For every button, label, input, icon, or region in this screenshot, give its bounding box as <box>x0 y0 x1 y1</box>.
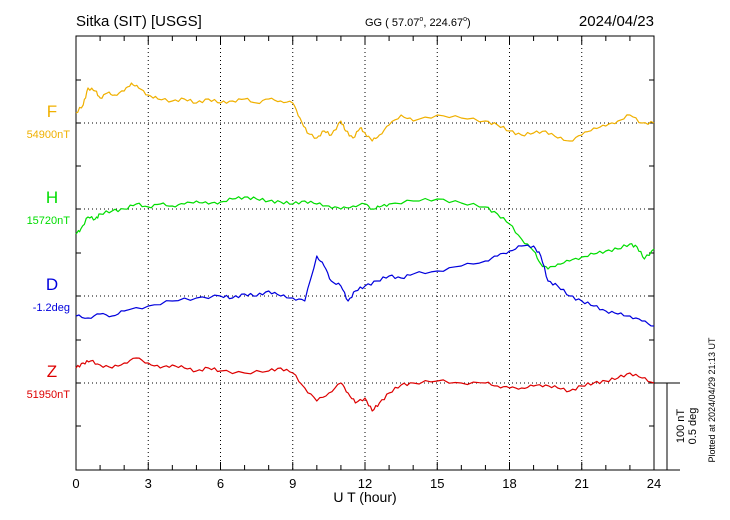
x-tick-label: 15 <box>430 476 444 491</box>
component-labels: F 54900nT H 15720nT D -1.2deg Z 51950nT <box>27 102 71 401</box>
x-tick-label: 3 <box>145 476 152 491</box>
component-name-d: D <box>46 275 58 294</box>
baseline-value-d: -1.2deg <box>33 302 70 314</box>
plot-timestamp: Plotted at 2024/04/29 21:13 UT <box>707 337 717 463</box>
station-coordinates: GG ( 57.07o, 224.67o) <box>365 16 471 29</box>
baseline-value-f: 54900nT <box>27 129 71 141</box>
baseline-value-h: 15720nT <box>27 215 71 227</box>
x-tick-label: 6 <box>217 476 224 491</box>
series-line-z <box>75 357 655 412</box>
x-tick-label: 0 <box>72 476 79 491</box>
component-name-h: H <box>46 188 58 207</box>
x-tick-label: 12 <box>358 476 372 491</box>
series-layer <box>75 82 655 412</box>
station-title: Sitka (SIT) [USGS] <box>76 13 202 30</box>
baseline-grid <box>76 36 654 470</box>
x-tick-label: 24 <box>647 476 661 491</box>
x-tick-label: 21 <box>575 476 589 491</box>
x-axis-label: U T (hour) <box>333 489 396 505</box>
x-tick-labels: 0 3 6 9 12 15 18 21 24 <box>72 476 661 491</box>
x-tick-label: 9 <box>289 476 296 491</box>
series-line-h <box>75 196 655 270</box>
series-line-d <box>75 244 655 327</box>
component-name-f: F <box>47 102 57 121</box>
component-name-z: Z <box>47 362 57 381</box>
baseline-value-z: 51950nT <box>27 389 71 401</box>
scale-label-nt: 100 nT <box>675 409 687 444</box>
x-tick-label: 18 <box>502 476 516 491</box>
date-label: 2024/04/23 <box>579 13 654 30</box>
series-line-f <box>75 82 655 142</box>
scale-label-deg: 0.5 deg <box>687 408 699 445</box>
